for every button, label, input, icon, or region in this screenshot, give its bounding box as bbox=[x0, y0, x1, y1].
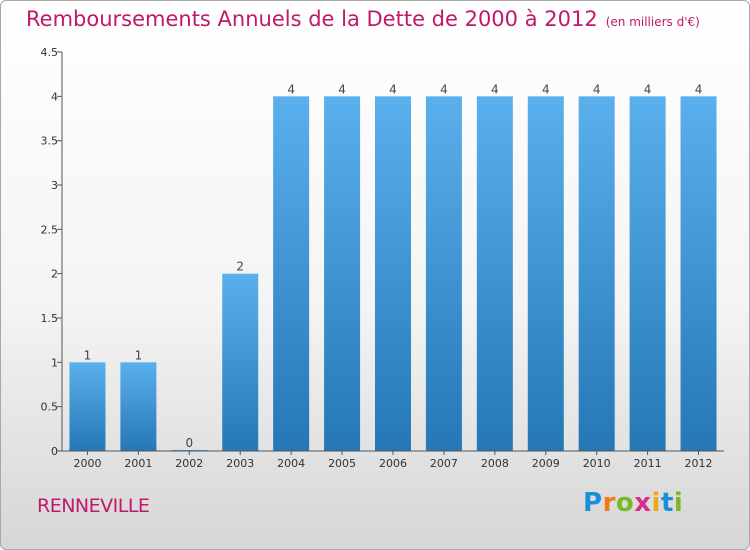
data-label-2001: 1 bbox=[135, 348, 143, 362]
chart-title: Remboursements Annuels de la Dette de 20… bbox=[26, 7, 700, 31]
data-label-2012: 4 bbox=[695, 82, 703, 96]
bar-2012 bbox=[680, 96, 717, 451]
y-tick-label: 1.5 bbox=[41, 312, 59, 325]
chart-unit: (en milliers d'€) bbox=[605, 15, 700, 29]
y-tick-label: 3 bbox=[51, 179, 58, 192]
bar-2001 bbox=[120, 362, 157, 451]
x-tick-label-2012: 2012 bbox=[685, 457, 713, 470]
x-tick-label-2010: 2010 bbox=[583, 457, 611, 470]
proxiti-logo: Proxiti bbox=[583, 488, 683, 518]
x-tick-label-2001: 2001 bbox=[124, 457, 152, 470]
logo-letter: P bbox=[583, 488, 603, 518]
data-label-2006: 4 bbox=[389, 82, 397, 96]
axes-group bbox=[57, 51, 724, 455]
data-label-2008: 4 bbox=[491, 82, 499, 96]
y-tick-label: 2.5 bbox=[41, 223, 59, 236]
logo-letter: x bbox=[634, 488, 652, 518]
data-label-2000: 1 bbox=[84, 348, 92, 362]
logo-letter: i bbox=[651, 488, 661, 518]
x-tick-label-2003: 2003 bbox=[226, 457, 254, 470]
logo-letter: t bbox=[660, 488, 674, 518]
y-tick-label: 2 bbox=[51, 268, 58, 281]
chart-title-text: Remboursements Annuels de la Dette de 20… bbox=[26, 7, 598, 31]
labels-group: 1 1 0 2 4 4 4 4 4 4 4 4 4 0 0.5 1 1.5 2 2.5 3 3.5 4 4.5 2000 200… bbox=[41, 46, 713, 470]
bar-2011 bbox=[629, 96, 666, 451]
commune-name: RENNEVILLE bbox=[37, 495, 150, 517]
x-tick-label-2004: 2004 bbox=[277, 457, 305, 470]
bar-2009 bbox=[527, 96, 564, 451]
data-label-2007: 4 bbox=[440, 82, 448, 96]
bar-2003 bbox=[222, 273, 259, 451]
bar-2010 bbox=[578, 96, 615, 451]
logo-letter: i bbox=[673, 488, 684, 518]
bar-2006 bbox=[375, 96, 411, 451]
data-label-2002: 0 bbox=[185, 436, 193, 450]
x-tick-label-2007: 2007 bbox=[430, 457, 458, 470]
data-label-2005: 4 bbox=[338, 82, 346, 96]
x-tick-label-2005: 2005 bbox=[328, 457, 356, 470]
y-tick-label: 0.5 bbox=[41, 401, 59, 414]
y-tick-label: 4 bbox=[51, 90, 58, 103]
data-label-2004: 4 bbox=[287, 82, 295, 96]
bar-2005 bbox=[324, 96, 361, 451]
data-label-2003: 2 bbox=[236, 260, 244, 274]
logo-letter: r bbox=[602, 488, 616, 518]
x-tick-label-2002: 2002 bbox=[175, 457, 203, 470]
bar-2007 bbox=[425, 96, 462, 451]
y-tick-label: 1 bbox=[51, 356, 58, 369]
x-tick-label-2006: 2006 bbox=[379, 457, 407, 470]
y-tick-label: 3.5 bbox=[41, 135, 59, 148]
x-tick-label-2009: 2009 bbox=[532, 457, 560, 470]
y-tick-label: 4.5 bbox=[41, 46, 59, 59]
logo-letter: o bbox=[615, 488, 635, 518]
bars-group bbox=[69, 96, 717, 451]
bar-2004 bbox=[273, 96, 310, 451]
data-label-2011: 4 bbox=[644, 82, 652, 96]
y-tick-label: 0 bbox=[51, 445, 58, 458]
x-tick-label-2000: 2000 bbox=[73, 457, 101, 470]
x-tick-label-2008: 2008 bbox=[481, 457, 509, 470]
bar-2000 bbox=[69, 362, 106, 451]
data-label-2010: 4 bbox=[593, 82, 601, 96]
bar-2008 bbox=[476, 96, 513, 451]
data-label-2009: 4 bbox=[542, 82, 550, 96]
x-tick-label-2011: 2011 bbox=[634, 457, 662, 470]
